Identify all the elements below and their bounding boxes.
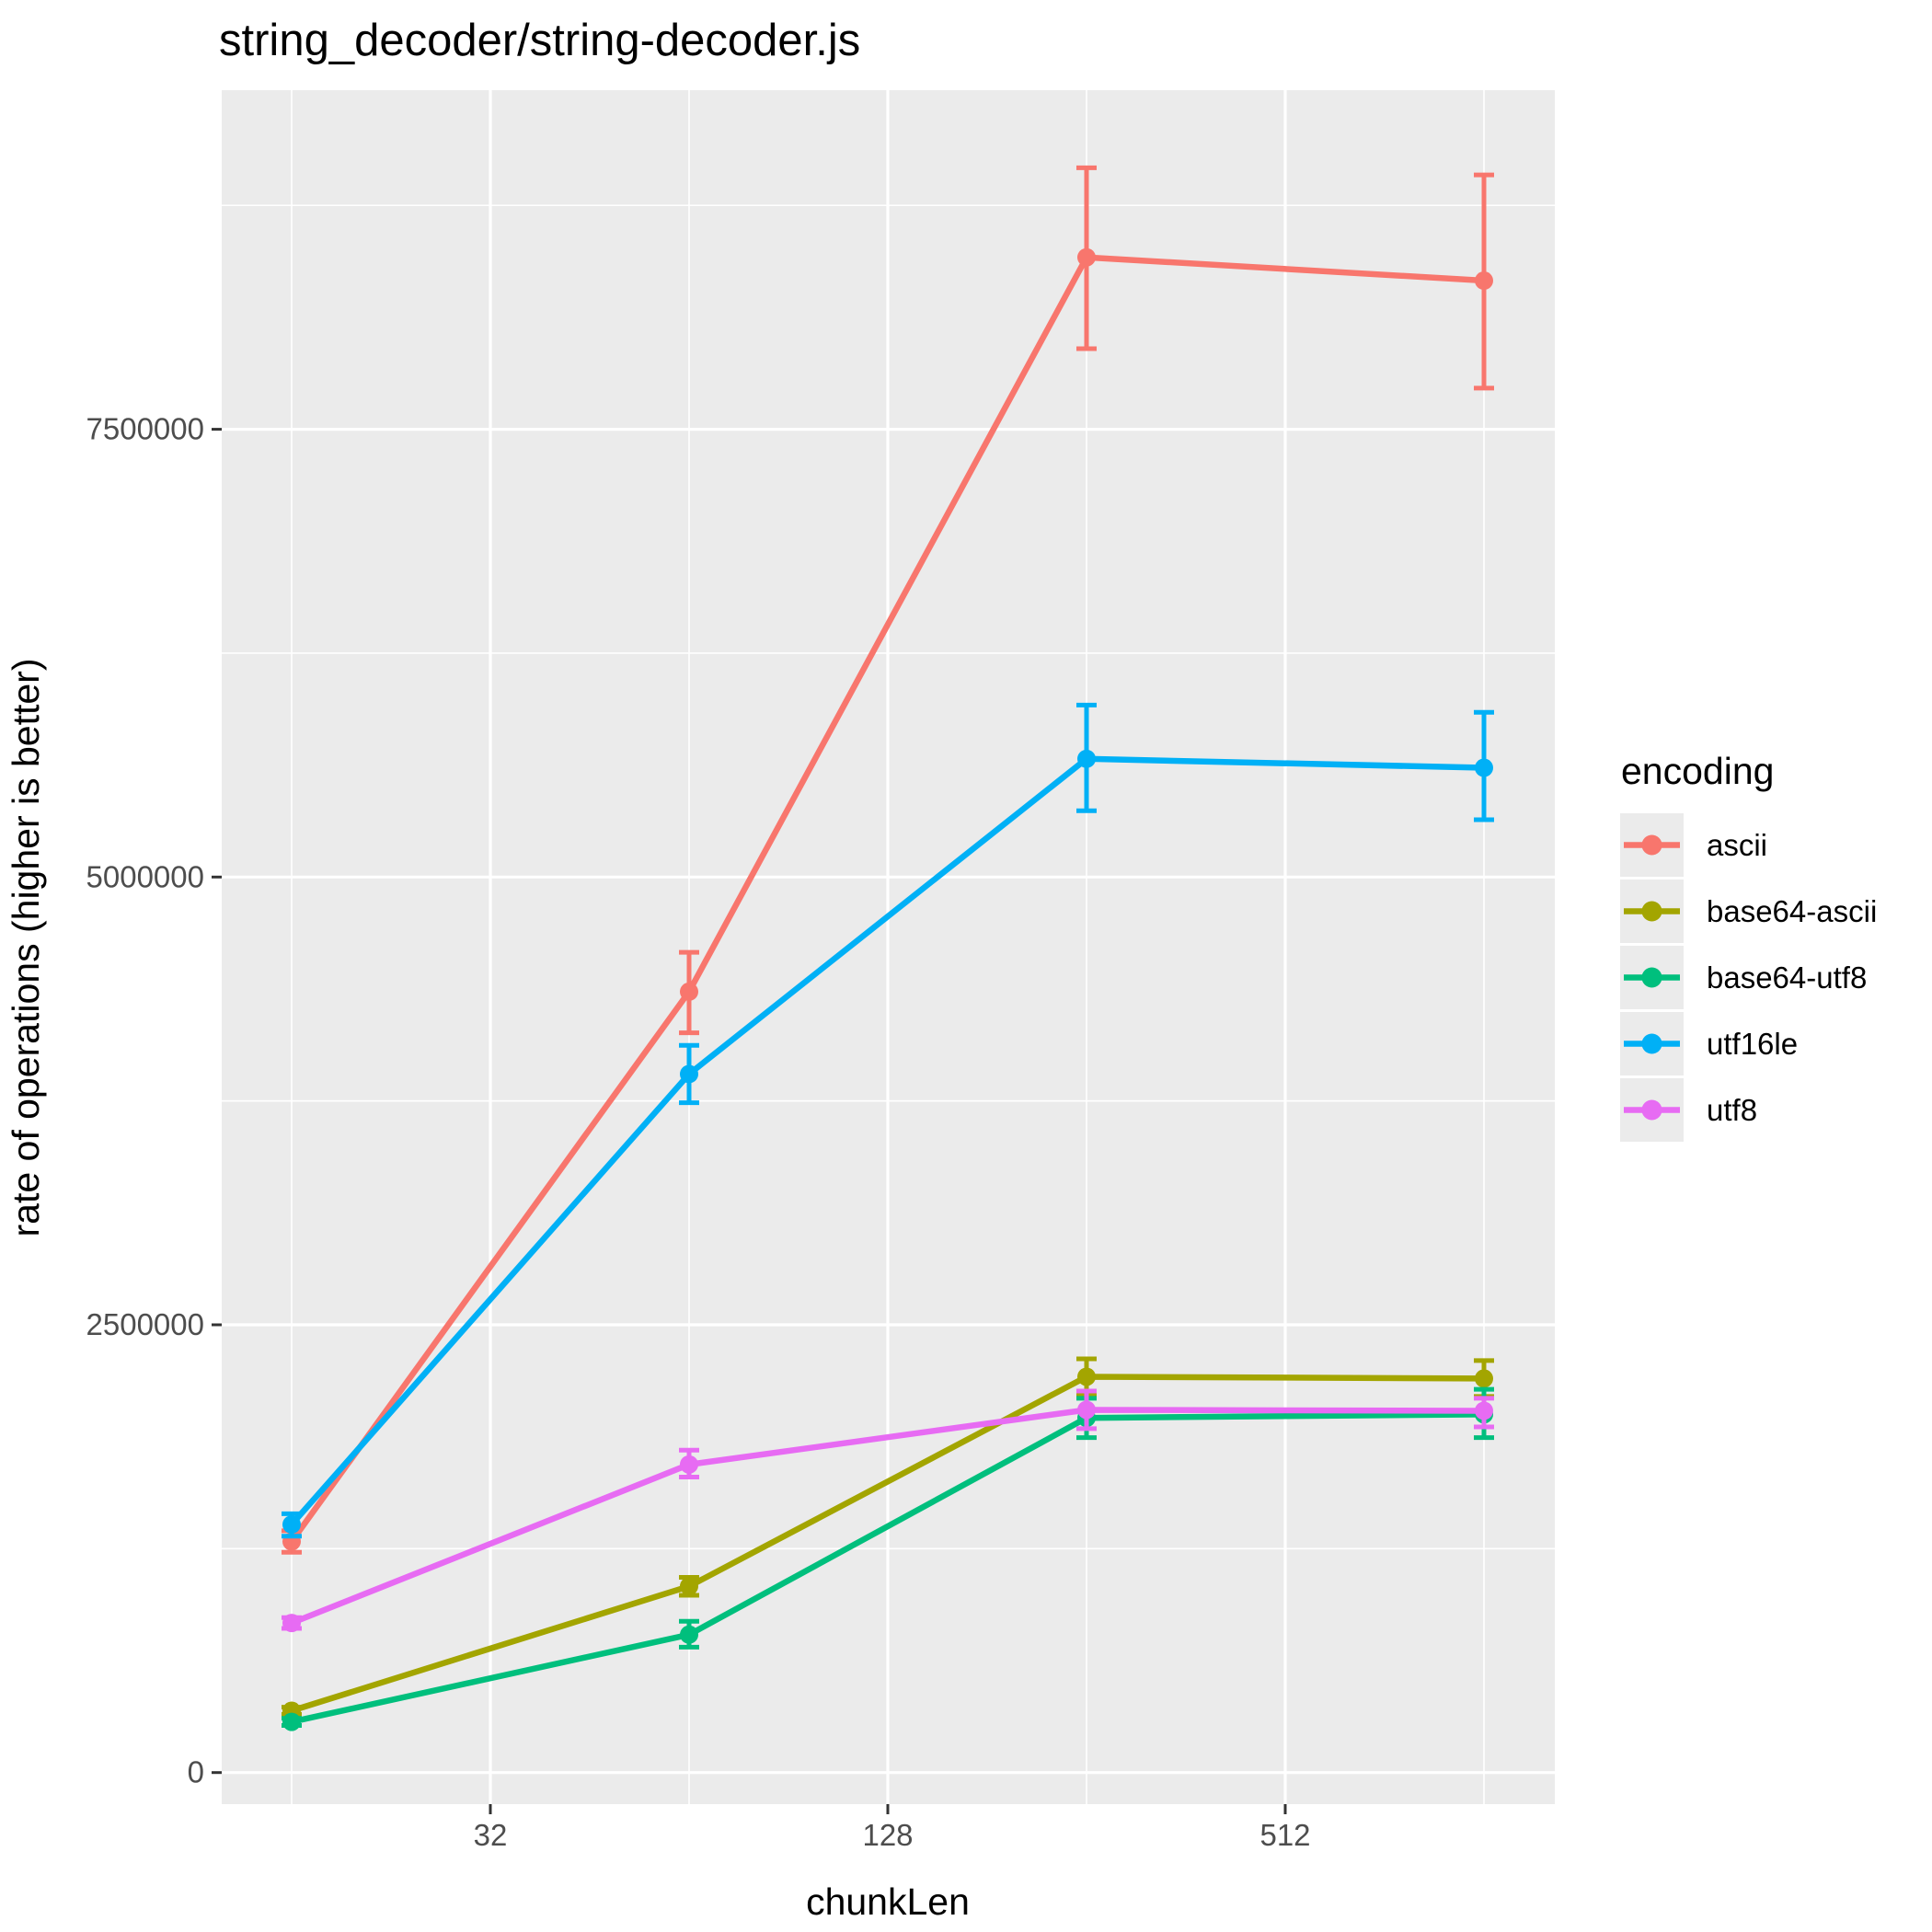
x-tick-label: 32 [474, 1818, 508, 1852]
legend-item-label: utf8 [1707, 1093, 1757, 1127]
data-point-utf8 [680, 1455, 698, 1474]
axis-tick-marks [212, 428, 1287, 1814]
legend-item-base64-ascii: base64-ascii [1620, 880, 1877, 943]
data-point-utf16le [1475, 758, 1493, 777]
data-point-utf8 [282, 1614, 301, 1633]
y-tick-label: 2500000 [86, 1307, 204, 1341]
gridlines-major [222, 90, 1555, 1804]
legend-item-utf8: utf8 [1620, 1078, 1757, 1142]
data-point-utf16le [1077, 749, 1096, 768]
legend-key-point [1641, 1033, 1662, 1054]
legend-item-label: utf16le [1707, 1027, 1798, 1061]
legend-item-utf16le: utf16le [1620, 1012, 1798, 1075]
data-point-base64-ascii [1077, 1367, 1096, 1386]
series-utf8 [282, 1388, 1494, 1633]
y-tick-label: 0 [188, 1755, 204, 1789]
series-line-utf16le [289, 755, 1485, 1527]
data-point-utf16le [680, 1064, 698, 1084]
legend-title: encoding [1621, 750, 1774, 792]
legend-item-label: base64-ascii [1707, 894, 1877, 928]
data-point-base64-ascii [1475, 1369, 1493, 1388]
y-tick-label: 7500000 [86, 412, 204, 446]
legend-key-point [1641, 834, 1662, 856]
data-point-ascii [1475, 271, 1493, 291]
series-line-base64-utf8 [291, 1411, 1485, 1725]
plot-title: string_decoder/string-decoder.js [219, 16, 860, 65]
series-ascii [282, 165, 1494, 1555]
series-utf16le [282, 702, 1494, 1539]
x-axis-title: chunkLen [806, 1880, 970, 1923]
legend-items: ascii base64-ascii base64-utf8 utf16le utf8 [1620, 813, 1877, 1142]
series-line-ascii [289, 254, 1485, 1544]
legend-key-point [1641, 901, 1662, 922]
data-point-base64-utf8 [282, 1712, 301, 1731]
x-tick-label: 128 [862, 1818, 913, 1852]
series-line-utf8 [290, 1407, 1485, 1627]
legend-item-label: ascii [1707, 828, 1767, 862]
y-tick-label: 5000000 [86, 859, 204, 893]
axis-tick-labels: 32 128 512 0 2500000 5000000 7500000 [86, 412, 1311, 1852]
data-point-utf16le [282, 1515, 301, 1535]
legend-item-label: base64-utf8 [1707, 960, 1867, 995]
data-point-ascii [680, 982, 698, 1001]
data-point-utf8 [1077, 1400, 1096, 1420]
series-line-base64-ascii [291, 1374, 1485, 1714]
data-point-base64-ascii [680, 1577, 698, 1596]
data-point-base64-utf8 [680, 1625, 698, 1644]
legend-key-point [1641, 967, 1662, 988]
data-point-ascii [1077, 247, 1096, 267]
data-series-layer [282, 165, 1494, 1731]
data-point-utf8 [1475, 1401, 1493, 1420]
y-axis-title: rate of operations (higher is better) [5, 659, 47, 1237]
legend-key-point [1641, 1099, 1662, 1121]
legend-item-ascii: ascii [1620, 813, 1767, 877]
legend-item-base64-utf8: base64-utf8 [1620, 946, 1867, 1009]
x-tick-label: 512 [1259, 1818, 1310, 1852]
